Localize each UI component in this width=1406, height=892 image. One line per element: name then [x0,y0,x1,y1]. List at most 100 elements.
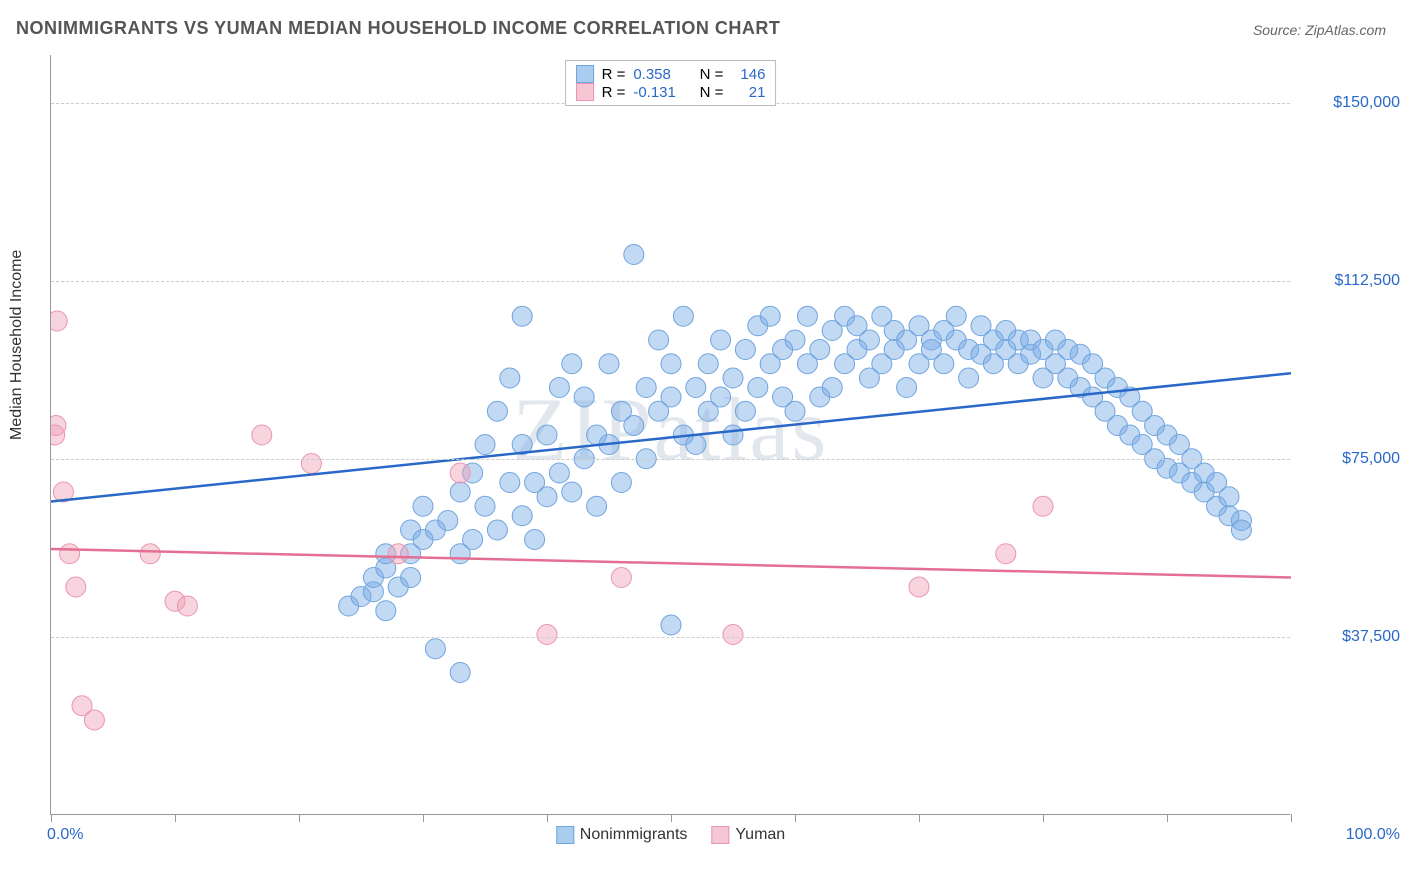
data-point [401,544,421,564]
data-point [1045,330,1065,350]
gridline [51,281,1290,282]
data-point [921,340,941,360]
x-tick [919,814,920,822]
data-point [636,378,656,398]
x-axis-min-label: 0.0% [47,826,83,844]
data-point [748,316,768,336]
data-point [177,596,197,616]
data-point [785,330,805,350]
data-point [1095,401,1115,421]
data-point [1219,506,1239,526]
data-point [909,354,929,374]
data-point [847,340,867,360]
data-point [537,625,557,645]
data-point [475,435,495,455]
data-point [810,387,830,407]
data-point [835,306,855,326]
data-point [760,354,780,374]
data-point [872,354,892,374]
y-tick-label: $112,500 [1300,272,1400,290]
data-point [884,340,904,360]
r-value: 0.358 [633,66,683,83]
data-point [797,354,817,374]
data-point [611,473,631,493]
data-point [723,425,743,445]
data-point [587,425,607,445]
data-point [1058,340,1078,360]
source-value: ZipAtlas.com [1305,22,1386,38]
data-point [1231,511,1251,531]
x-tick [1167,814,1168,822]
data-point [934,354,954,374]
data-point [1120,387,1140,407]
data-point [661,615,681,635]
legend-swatch [576,65,594,83]
data-point [339,596,359,616]
data-point [735,340,755,360]
r-value: -0.131 [633,84,683,101]
data-point [859,330,879,350]
data-point [1194,463,1214,483]
data-point [698,354,718,374]
data-point [413,496,433,516]
data-point [252,425,272,445]
data-point [1169,435,1189,455]
data-point [909,316,929,336]
x-tick [795,814,796,822]
data-point [1219,487,1239,507]
data-point [438,511,458,531]
data-point [971,316,991,336]
data-point [785,401,805,421]
data-point [686,435,706,455]
data-point [1207,496,1227,516]
data-point [165,591,185,611]
data-point [1008,354,1028,374]
data-point [587,496,607,516]
data-point [872,306,892,326]
data-point [388,544,408,564]
data-point [413,530,433,550]
data-point [401,520,421,540]
r-label: R = [602,84,626,101]
x-tick [1291,814,1292,822]
data-point [463,463,483,483]
chart-root: NONIMMIGRANTS VS YUMAN MEDIAN HOUSEHOLD … [0,0,1406,892]
n-value: 146 [731,66,765,83]
data-point [562,482,582,502]
data-point [773,387,793,407]
data-point [996,340,1016,360]
data-point [72,696,92,716]
data-point [1083,387,1103,407]
data-point [388,577,408,597]
n-label: N = [691,84,723,101]
data-point [425,520,445,540]
data-point [1033,340,1053,360]
data-point [500,368,520,388]
legend-item: Yuman [711,826,785,844]
data-point [723,368,743,388]
data-point [450,482,470,502]
legend-swatch [576,83,594,101]
data-point [376,558,396,578]
data-point [51,311,67,331]
data-point [1107,416,1127,436]
data-point [450,663,470,683]
data-point [1145,416,1165,436]
n-label: N = [691,66,723,83]
data-point [946,330,966,350]
data-point [512,506,532,526]
trend-line [51,373,1291,501]
x-tick [671,814,672,822]
n-value: 21 [731,84,765,101]
data-point [463,530,483,550]
data-point [698,401,718,421]
legend-swatch [556,826,574,844]
data-point [897,330,917,350]
x-tick [1043,814,1044,822]
data-point [525,473,545,493]
data-point [760,306,780,326]
data-point [946,306,966,326]
trend-line [51,549,1291,578]
data-point [921,330,941,350]
gridline [51,459,1290,460]
